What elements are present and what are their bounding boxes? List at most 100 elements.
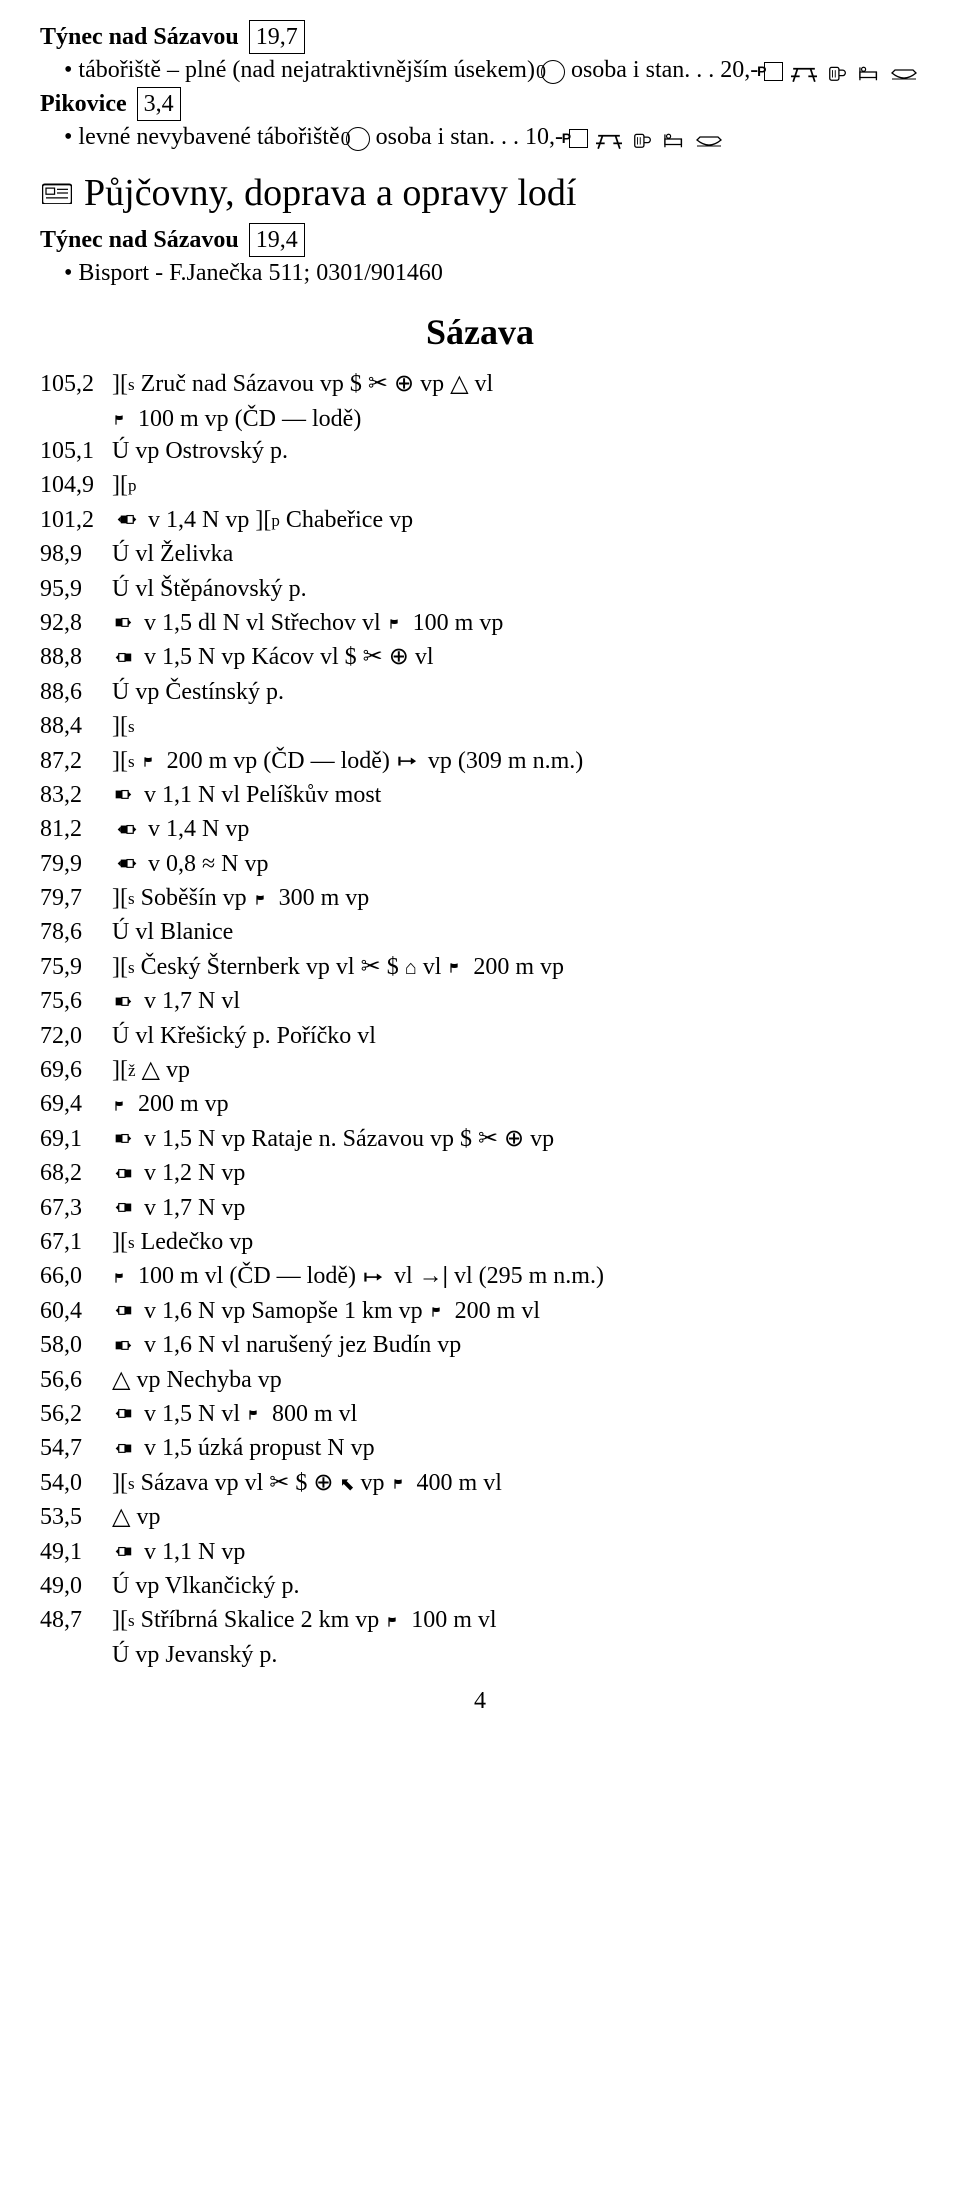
- row-text: v 1,1 N vl Pelíškův most: [144, 782, 381, 808]
- row-text: v 1,4 N vp: [148, 816, 249, 842]
- row-text: 100 m vp: [413, 610, 504, 636]
- river-row: 53,5△ vp: [40, 1501, 920, 1533]
- flag-icon: [141, 748, 161, 774]
- km-value: 54,0: [40, 1467, 112, 1499]
- km-value: 72,0: [40, 1020, 112, 1052]
- km-value: 53,5: [40, 1501, 112, 1533]
- km-value: 79,7: [40, 882, 112, 914]
- section-title: Půjčovny, doprava a opravy lodí: [40, 168, 920, 219]
- page-number: 4: [40, 1685, 920, 1717]
- km-value: 58,0: [40, 1329, 112, 1361]
- row-text: v 1,5 úzká propust N vp: [144, 1435, 375, 1461]
- weir-icon: [112, 1401, 138, 1427]
- weir-icon: [112, 782, 138, 808]
- km-value: 81,2: [40, 813, 112, 845]
- weir-icon: [112, 1195, 138, 1221]
- river-row: 104,9][p: [40, 469, 920, 501]
- river-title: Sázava: [40, 308, 920, 357]
- river-row: 49,0Ú vp Vlkančický p.: [40, 1570, 920, 1602]
- river-row: 88,4][s: [40, 710, 920, 742]
- river-row: 92,8 v 1,5 dl N vl Střechov vl 100 m vp: [40, 607, 920, 639]
- portage-icon: [396, 748, 422, 774]
- river-row: 54,0][s Sázava vp vl ✂ $ ⊕ ⬉ vp 400 m vl: [40, 1467, 920, 1499]
- river-row: 69,1 v 1,5 N vp Rataje n. Sázavou vp $ ✂…: [40, 1123, 920, 1155]
- weir-icon: [112, 610, 138, 636]
- km-value: 95,9: [40, 573, 112, 605]
- flag-icon: [112, 1091, 132, 1117]
- row-text: Ú vl Štěpánovský p.: [112, 576, 307, 602]
- row-text: v 1,5 N vp Rataje n. Sázavou vp $ ✂ ⊕ vp: [144, 1126, 554, 1152]
- km-value: 48,7: [40, 1604, 112, 1636]
- bridge-icon: ][ž: [112, 1057, 136, 1083]
- km-value: 75,9: [40, 951, 112, 983]
- km-value: 56,6: [40, 1364, 112, 1396]
- river-row: 49,1 v 1,1 N vp: [40, 1536, 920, 1568]
- river-row: 67,1][s Ledečko vp: [40, 1226, 920, 1258]
- km-value: 88,6: [40, 676, 112, 708]
- river-row: 67,3 v 1,7 N vp: [40, 1192, 920, 1224]
- row-text: 100 m vl (ČD — lodě): [138, 1263, 356, 1289]
- river-row: 54,7 v 1,5 úzká propust N vp: [40, 1432, 920, 1464]
- row-text: v 1,2 N vp: [144, 1160, 245, 1186]
- row-text: v 1,5 N vp Kácov vl $ ✂ ⊕ vl: [144, 644, 434, 670]
- river-row: 105,2][s Zruč nad Sázavou vp $ ✂ ⊕ vp △ …: [40, 368, 920, 400]
- river-row: 79,7][s Soběšín vp 300 m vp: [40, 882, 920, 914]
- row-text: Soběšín vp: [141, 885, 247, 911]
- flag-icon: [112, 406, 132, 432]
- km-value: 56,2: [40, 1398, 112, 1430]
- km-value: 98,9: [40, 538, 112, 570]
- portage-icon: [362, 1263, 388, 1289]
- km-value: 79,9: [40, 848, 112, 880]
- weir-icon: [112, 1160, 138, 1186]
- km-value: 104,9: [40, 469, 112, 501]
- km-value: 49,1: [40, 1536, 112, 1568]
- km-value: 66,0: [40, 1260, 112, 1292]
- row-text: △ vp: [112, 1504, 160, 1530]
- flag-icon: [391, 1470, 411, 1496]
- provider-line: • Bisport - F.Janečka 511; 0301/901460: [40, 257, 920, 289]
- km-value: 69,4: [40, 1088, 112, 1120]
- weir-icon: [112, 1435, 138, 1461]
- row-text: Ú vp Ostrovský p.: [112, 438, 288, 464]
- row-text: v 1,1 N vp: [144, 1539, 245, 1565]
- row-text: Ú vp Čestínský p.: [112, 679, 284, 705]
- km-value: 60,4: [40, 1295, 112, 1327]
- river-row: 98,9Ú vl Želivka: [40, 538, 920, 570]
- parking-icon: P: [764, 62, 783, 81]
- row-text: Ledečko vp: [141, 1229, 254, 1255]
- bridge-icon: ][s: [112, 885, 135, 911]
- river-row: 48,7][s Stříbrná Skalice 2 km vp 100 m v…: [40, 1604, 920, 1636]
- km-value: 101,2: [40, 504, 112, 536]
- river-row: 69,6][ž △ vp: [40, 1054, 920, 1086]
- row-text: 200 m vp (ČD — lodě): [167, 748, 390, 774]
- flag-icon: [429, 1298, 449, 1324]
- river-row: 101,2 v 1,4 N vp ][p Chabeřice vp: [40, 504, 920, 536]
- river-row: 56,2 v 1,5 N vl 800 m vl: [40, 1398, 920, 1430]
- river-row: 60,4 v 1,6 N vp Samopše 1 km vp 200 m vl: [40, 1295, 920, 1327]
- row-text: v 1,4 N vp ][p Chabeřice vp: [148, 507, 413, 533]
- river-row: 56,6△ vp Nechyba vp: [40, 1364, 920, 1396]
- flag-icon: [447, 954, 467, 980]
- river-row: 105,1Ú vp Ostrovský p.: [40, 435, 920, 467]
- row-text: v 1,7 N vl: [144, 988, 240, 1014]
- km-value: 92,8: [40, 607, 112, 639]
- km-value: 88,8: [40, 641, 112, 673]
- row-text: △ vp Nechyba vp: [112, 1367, 282, 1393]
- row-text: Sázava vp vl ✂ $ ⊕ ⬉ vp: [141, 1470, 385, 1496]
- river-row: 58,0 v 1,6 N vl narušený jez Budín vp: [40, 1329, 920, 1361]
- river-row: Ú vp Jevanský p.: [40, 1639, 920, 1671]
- km-value: 75,6: [40, 985, 112, 1017]
- weir-icon: [112, 644, 138, 670]
- weir-icon: [112, 816, 142, 842]
- river-row: 100 m vp (ČD — lodě): [40, 403, 920, 435]
- weir-icon: [112, 1539, 138, 1565]
- weir-icon: [112, 988, 138, 1014]
- km-value: 83,2: [40, 779, 112, 811]
- place-heading: Týnec nad Sázavou 19,7: [40, 20, 920, 54]
- weir-icon: [112, 1332, 138, 1358]
- flag-icon: [246, 1401, 266, 1427]
- km-value: 105,2: [40, 368, 112, 400]
- place-heading: Týnec nad Sázavou 19,4: [40, 223, 920, 257]
- river-row: 75,6 v 1,7 N vl: [40, 985, 920, 1017]
- km-value: 54,7: [40, 1432, 112, 1464]
